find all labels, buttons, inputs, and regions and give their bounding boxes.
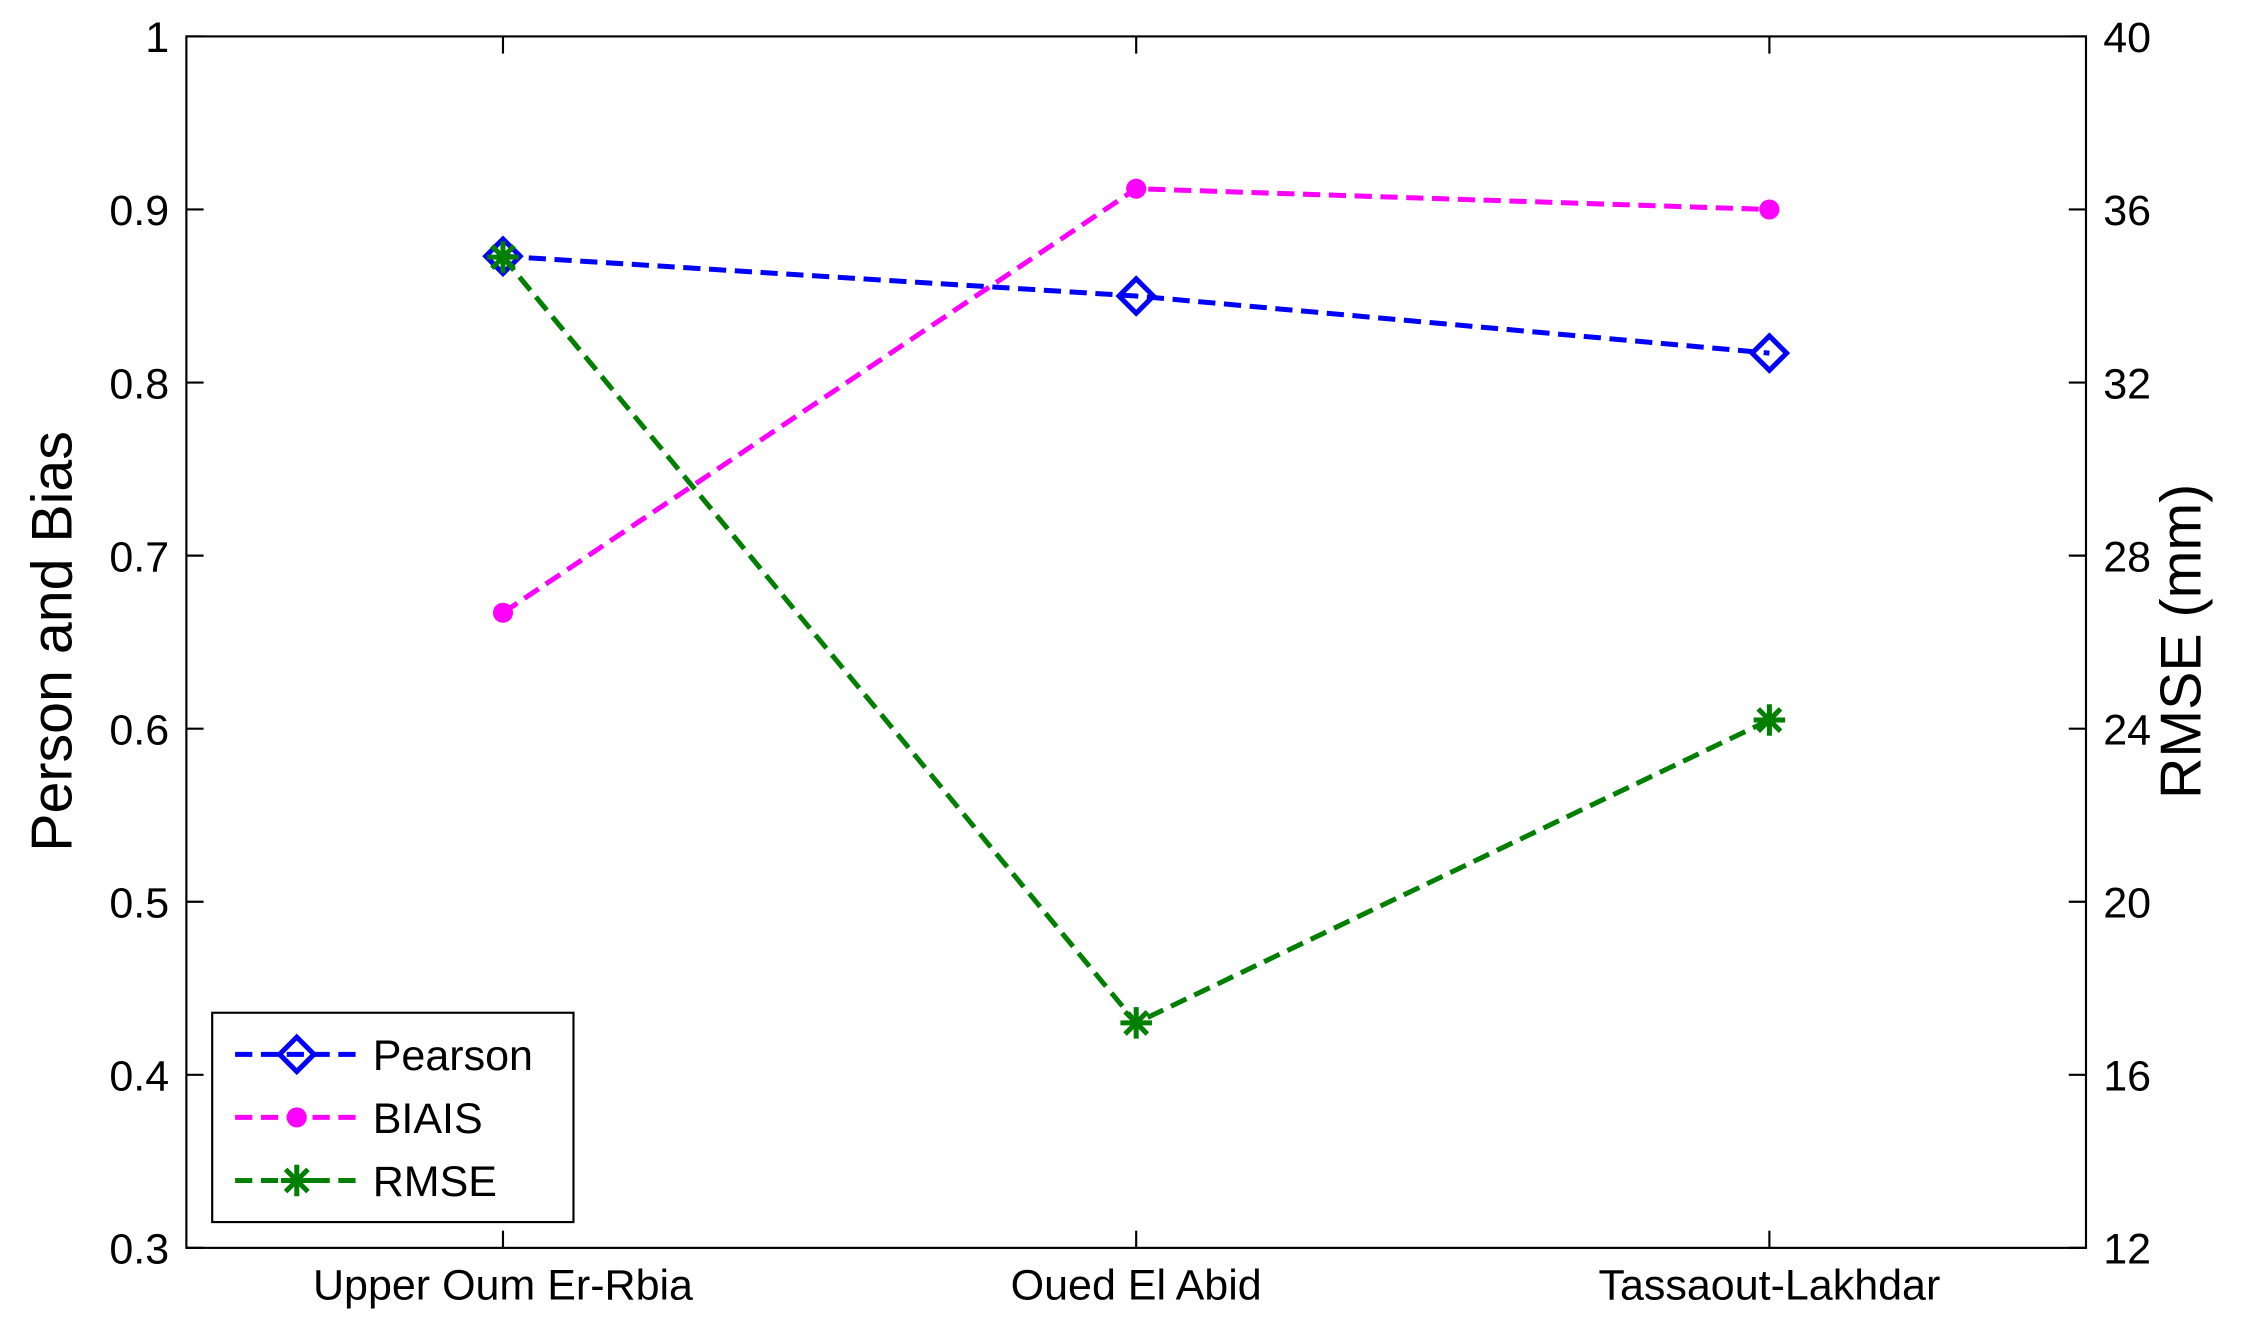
- y-tick-label: 0.5: [109, 880, 169, 928]
- y-tick-label: 1: [145, 14, 169, 62]
- y-tick-label: 0.7: [109, 533, 169, 581]
- x-tick-label: Tassaout-Lakhdar: [1598, 1261, 1940, 1309]
- x-tick-label: Upper Oum Er-Rbia: [313, 1261, 693, 1309]
- marker: [1748, 332, 1791, 374]
- y-axis-label: Person and Bias: [21, 431, 85, 852]
- marker: [1126, 178, 1147, 199]
- legend-label: RMSE: [373, 1158, 497, 1206]
- series-line: [501, 255, 1771, 1026]
- y2-tick-label: 12: [2103, 1226, 2151, 1274]
- marker: [276, 1033, 318, 1076]
- y2-tick-label: 24: [2103, 706, 2151, 754]
- y-tick-label: 0.4: [109, 1053, 169, 1101]
- y2-tick-label: 36: [2103, 187, 2151, 235]
- legend-label: BIAIS: [373, 1095, 483, 1143]
- y2-tick-label: 20: [2103, 880, 2151, 928]
- marker: [1759, 199, 1780, 220]
- y2-tick-label: 32: [2103, 360, 2151, 408]
- series-line: [502, 253, 1770, 356]
- y2-tick-label: 28: [2103, 533, 2151, 581]
- marker: [1120, 1007, 1152, 1039]
- y-tick-label: 0.9: [109, 187, 169, 235]
- marker: [1115, 275, 1157, 317]
- y-tick-label: 0.6: [109, 706, 169, 754]
- y-tick-label: 0.8: [109, 360, 169, 408]
- legend-label: Pearson: [373, 1032, 533, 1080]
- legend: Pearson BIAIS RMSE: [211, 1011, 575, 1224]
- y2-tick-label: 40: [2103, 14, 2151, 62]
- series-line: [501, 186, 1770, 615]
- marker: [286, 1107, 307, 1128]
- marker: [1753, 704, 1786, 736]
- marker: [492, 602, 514, 623]
- y2-axis-label: RMSE (mm): [2150, 484, 2214, 799]
- y2-tick-label: 16: [2103, 1053, 2151, 1101]
- x-tick-label: Oued El Abid: [1011, 1261, 1262, 1309]
- marker: [487, 241, 519, 273]
- y-tick-label: 0.3: [109, 1226, 169, 1274]
- marker: [482, 235, 524, 277]
- marker: [281, 1164, 313, 1197]
